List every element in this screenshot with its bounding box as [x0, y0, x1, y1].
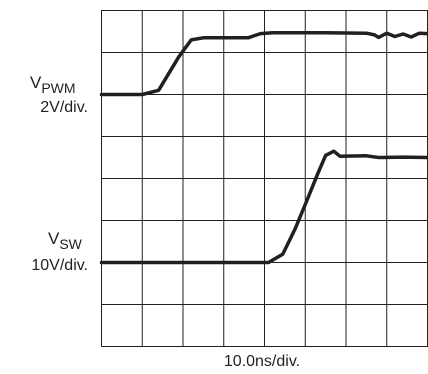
- vsw-scale: 10V/div.: [31, 257, 88, 274]
- vpwm-label-sub: PWM: [41, 80, 75, 96]
- vsw-label-sub: SW: [59, 236, 82, 252]
- vpwm-scale: 2V/div.: [40, 99, 88, 116]
- trace-vpwm: [99, 31, 428, 97]
- traces: [99, 31, 428, 265]
- x-axis-label: 10.0ns/div.: [224, 353, 300, 370]
- vsw-label-main: V: [48, 229, 60, 248]
- grid: [101, 10, 428, 347]
- trace-vsw: [99, 149, 428, 265]
- vpwm-label-main: V: [30, 73, 42, 92]
- vpwm-label: VPWM: [30, 73, 76, 96]
- vsw-label: VSW: [48, 229, 83, 252]
